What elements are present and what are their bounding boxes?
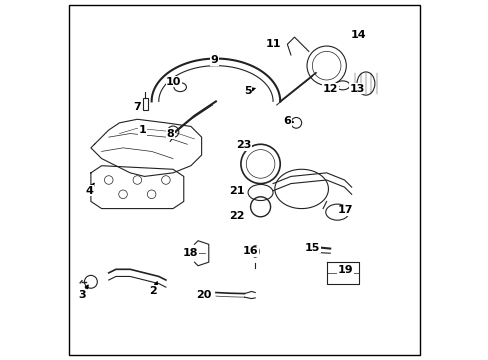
- Text: 11: 11: [265, 39, 280, 49]
- Text: 8: 8: [166, 129, 174, 139]
- Text: 15: 15: [304, 243, 320, 253]
- Text: 18: 18: [182, 248, 198, 258]
- Text: 4: 4: [85, 186, 93, 196]
- Text: 13: 13: [348, 84, 364, 94]
- Text: 9: 9: [210, 55, 218, 65]
- Text: 5: 5: [244, 86, 251, 96]
- Text: 10: 10: [166, 77, 181, 87]
- Text: 1: 1: [139, 125, 146, 135]
- Text: 16: 16: [242, 247, 258, 256]
- Text: 21: 21: [228, 186, 244, 196]
- Text: 19: 19: [337, 265, 352, 275]
- Text: 2: 2: [149, 286, 157, 296]
- Text: 14: 14: [349, 30, 365, 40]
- Text: 17: 17: [337, 205, 353, 215]
- Text: 12: 12: [322, 84, 337, 94]
- Text: 23: 23: [235, 140, 251, 150]
- Text: 6: 6: [283, 116, 291, 126]
- Text: 3: 3: [78, 290, 85, 300]
- Text: 7: 7: [133, 102, 141, 112]
- Text: 20: 20: [195, 290, 211, 300]
- Bar: [142, 98, 148, 111]
- Text: 22: 22: [228, 211, 244, 221]
